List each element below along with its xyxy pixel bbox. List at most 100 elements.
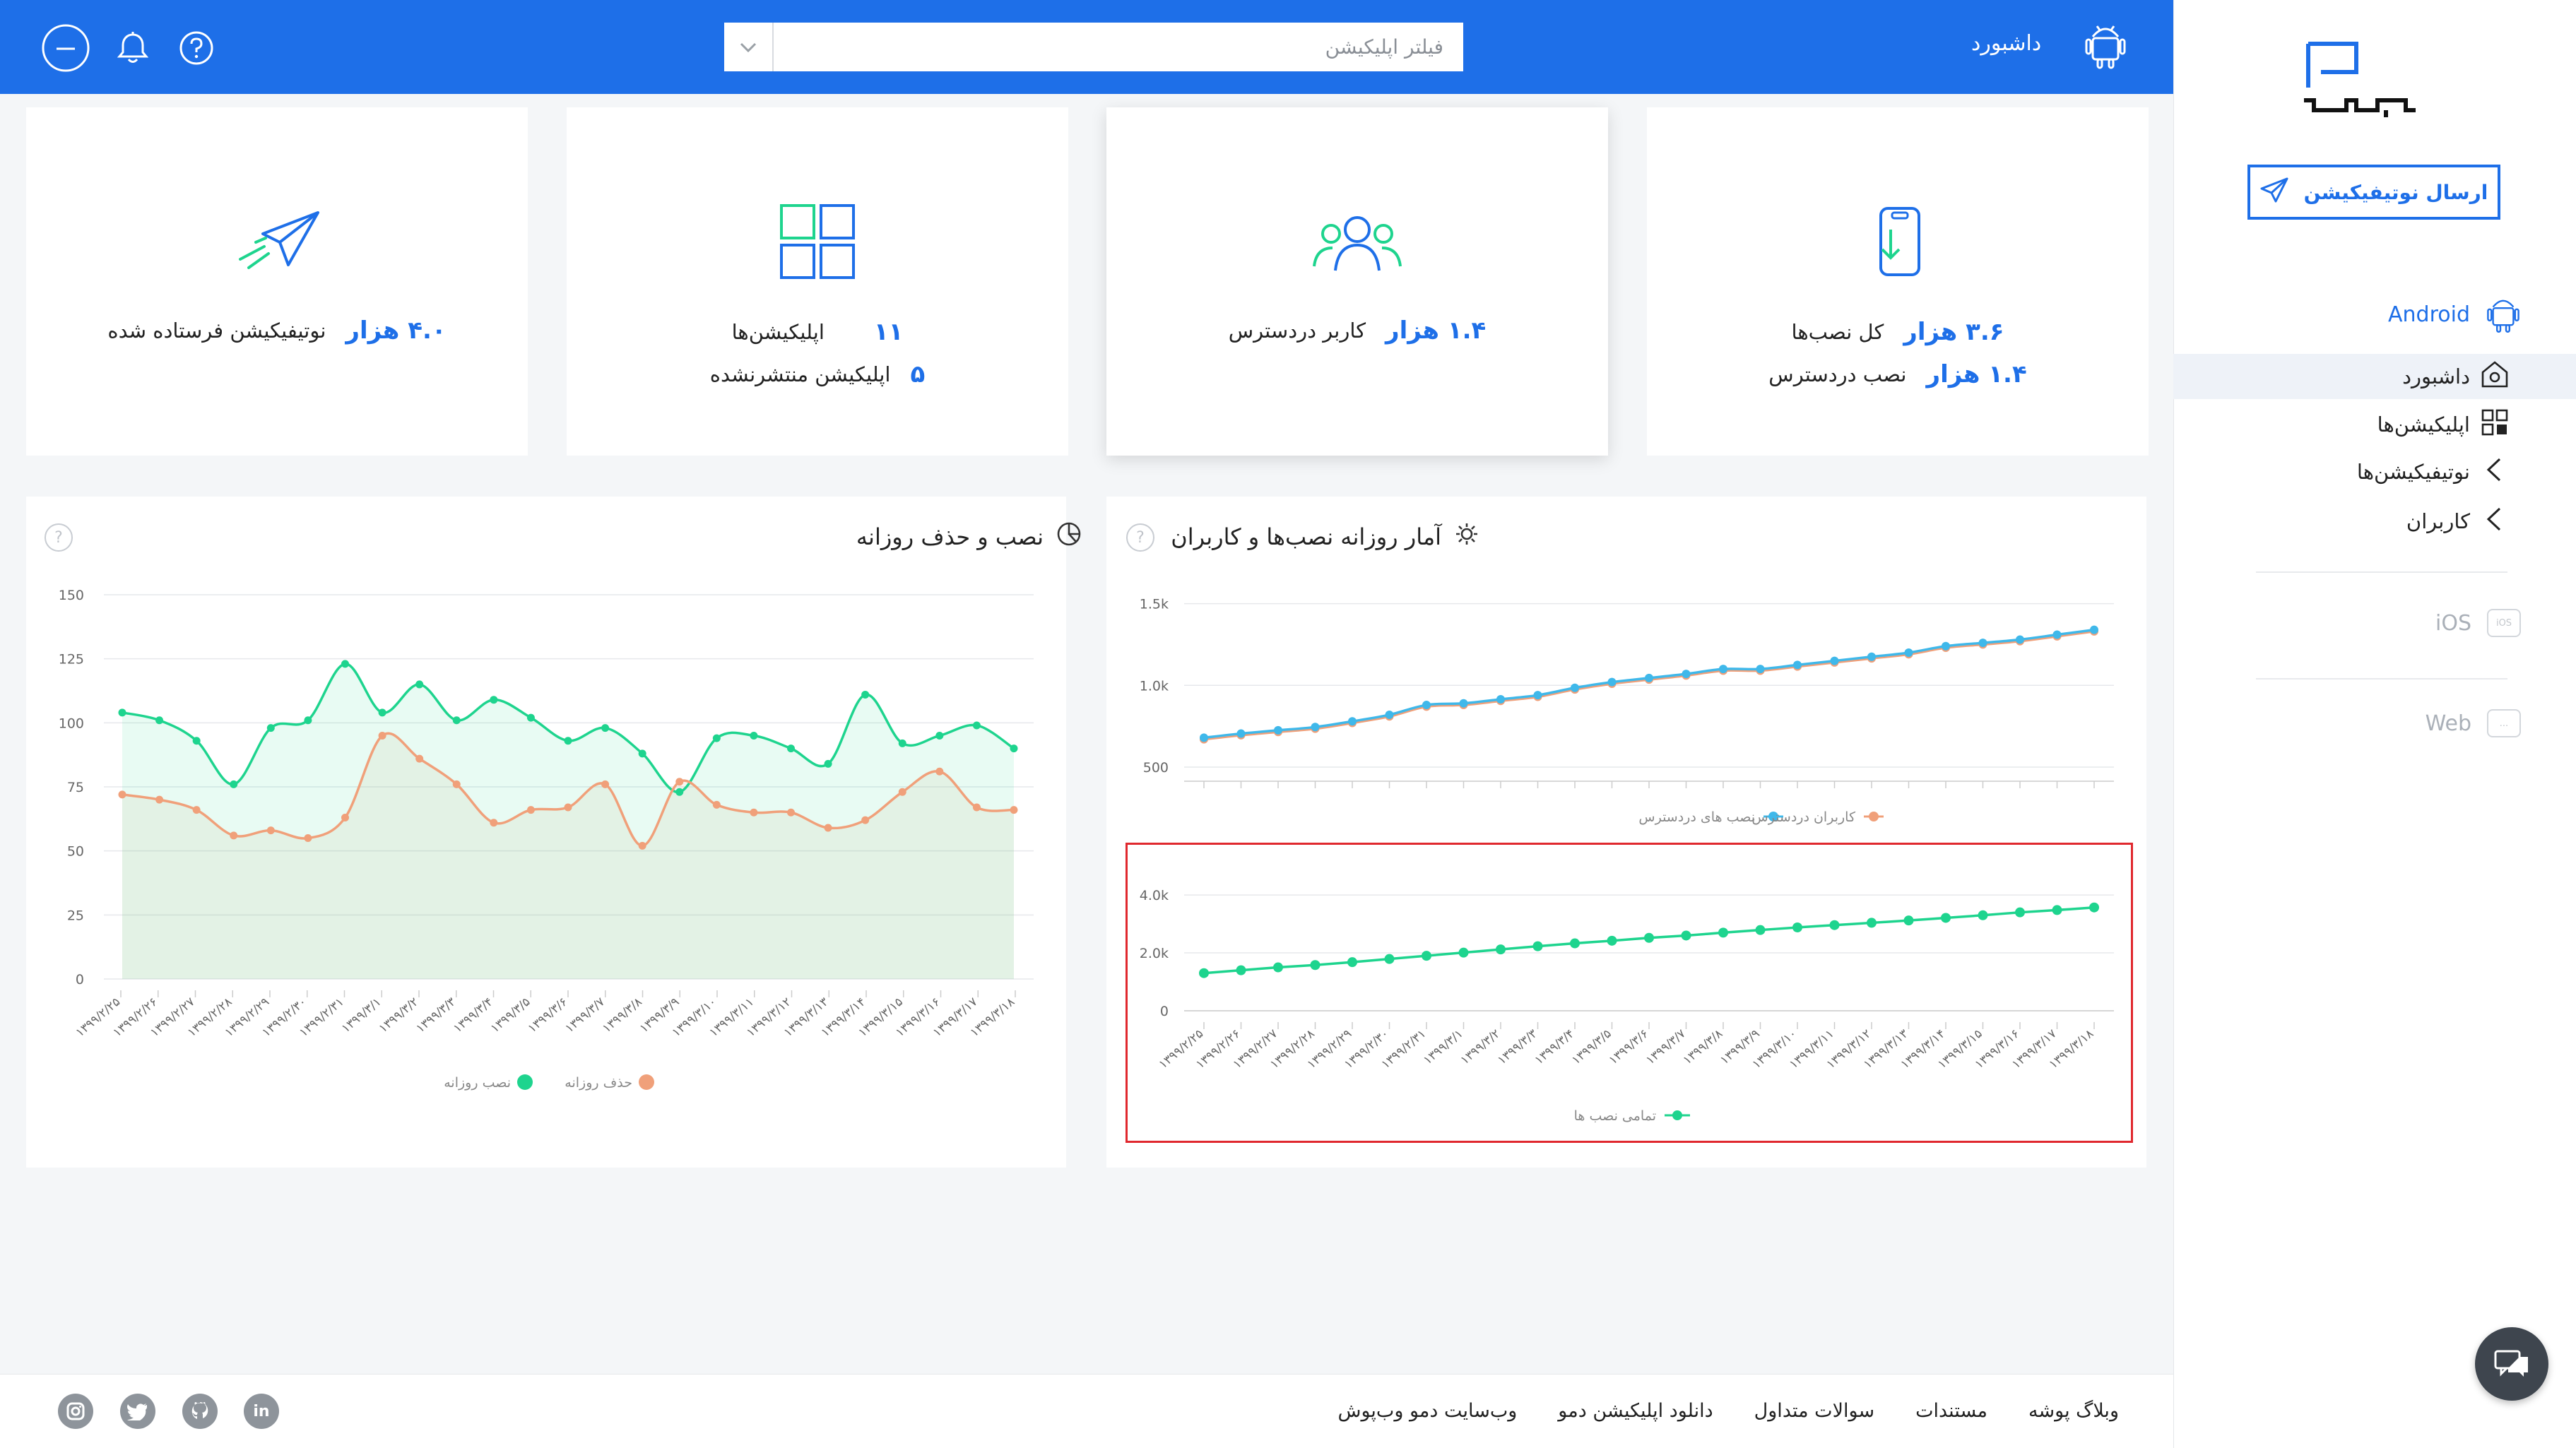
total-installs-label: کل نصب‌ها (1791, 320, 1884, 344)
footer-link-docs[interactable]: مستندات (1915, 1400, 1988, 1422)
data-point (1010, 806, 1018, 814)
apps-grid-icon (2480, 408, 2510, 442)
area-chart-x-tick-label: ۱۳۹۹/۳/۱ (339, 995, 384, 1036)
area-chart-y-tick-label: 0 (76, 972, 84, 987)
help-icon[interactable]: ? (1126, 523, 1154, 552)
data-point (1792, 922, 1802, 932)
github-icon[interactable] (182, 1394, 218, 1429)
top-header: داشبورد (0, 0, 2173, 94)
data-point (526, 806, 535, 814)
data-point (1010, 744, 1018, 753)
data-point (1978, 639, 1987, 648)
data-point (787, 744, 795, 753)
data-point (1348, 717, 1357, 726)
data-point (1719, 665, 1727, 674)
data-point (1496, 944, 1506, 955)
data-point (824, 759, 832, 768)
data-point (601, 780, 610, 788)
data-point (564, 803, 572, 812)
data-point (2052, 630, 2062, 639)
data-point (638, 749, 646, 758)
legend-marker (1672, 1110, 1682, 1120)
data-point (1607, 677, 1617, 687)
apps-grid-icon (772, 196, 863, 287)
data-point (675, 788, 684, 796)
data-point (230, 831, 238, 840)
sidebar: ارسال نوتیفیکیشن Android داشبورد اپلیکیش… (2173, 0, 2576, 1448)
sidebar-item-users[interactable]: کاربران (2173, 499, 2576, 544)
data-point (2016, 635, 2024, 644)
data-point (230, 780, 238, 788)
data-point (1607, 935, 1617, 946)
data-point (118, 790, 126, 799)
data-point (935, 767, 944, 776)
app-filter-search[interactable] (724, 23, 1463, 71)
footer-link-faq[interactable]: سوالات متداول (1754, 1400, 1875, 1422)
data-point (118, 708, 126, 717)
divider (2256, 571, 2507, 573)
sidebar-item-dashboard[interactable]: داشبورد (2173, 354, 2576, 399)
install-remove-chart: 0255075100125150۱۳۹۹/۲/۲۵۱۳۹۹/۲/۲۶۱۳۹۹/۲… (59, 588, 1034, 1091)
platform-ios[interactable]: iOS iOS (2435, 609, 2521, 637)
help-circle-icon[interactable] (177, 23, 216, 73)
lower-chart-y-tick-label: 0 (1160, 1004, 1169, 1019)
footer-link-blog[interactable]: وبلاگ پوشه (2028, 1400, 2119, 1422)
data-point (972, 803, 981, 812)
data-point (1422, 701, 1431, 710)
upper-chart-y-tick-label: 1.5k (1140, 597, 1169, 612)
legend-label: نصب های دردسترس (1638, 809, 1755, 825)
footer-link-demo-app[interactable]: دانلود اپلیکیشن دمو (1558, 1400, 1713, 1422)
legend-label: تمامی نصب ها (1574, 1108, 1656, 1124)
area-chart-x-tick-label: ۱۳۹۹/۳/۴ (451, 995, 496, 1036)
twitter-icon[interactable] (120, 1394, 155, 1429)
linkedin-icon[interactable]: in (244, 1394, 279, 1429)
settings-gear-icon (1454, 521, 1479, 552)
data-point (341, 660, 349, 668)
data-point (1385, 710, 1394, 719)
sidebar-item-applications[interactable]: اپلیکیشن‌ها (2173, 402, 2576, 447)
user-avatar-icon[interactable] (41, 23, 90, 73)
platform-android[interactable]: Android (2388, 297, 2521, 333)
android-icon (2486, 297, 2521, 333)
area-chart-y-tick-label: 25 (67, 908, 84, 923)
instagram-icon[interactable] (58, 1394, 93, 1429)
data-point (1458, 947, 1469, 958)
data-point (192, 806, 201, 814)
send-notification-button[interactable]: ارسال نوتیفیکیشن (2247, 165, 2500, 220)
pushe-logo[interactable] (2303, 37, 2444, 119)
apps-count-label: اپلیکیشن‌ها (731, 320, 825, 344)
data-point (2015, 907, 2025, 918)
footer-link-demo-site[interactable]: وب‌سایت دمو وب‌پوش (1337, 1400, 1518, 1422)
sent-notifications-value: ۴.۰ هزار (345, 316, 447, 345)
data-point (2052, 905, 2062, 915)
daily-stats-chart-card: ? 500 1.0k 1.5k نصب های دردسترس کاربران دردس… (1106, 497, 2146, 1168)
right-chart-title: آمار روزانه نصب‌ها و کاربران (1171, 521, 1479, 552)
data-point (750, 808, 758, 817)
data-point (266, 724, 275, 732)
data-point (1236, 729, 1246, 738)
data-point (415, 680, 424, 689)
chevron-left-icon (2480, 455, 2510, 489)
bell-icon[interactable] (113, 23, 153, 73)
apps-count-value: ۱۱ (873, 318, 904, 346)
data-point (266, 826, 275, 835)
chevron-down-icon[interactable] (724, 23, 774, 71)
data-point (898, 739, 906, 747)
platform-web[interactable]: ... Web (2426, 709, 2521, 737)
data-point (1645, 673, 1653, 682)
app-filter-input[interactable] (774, 23, 1463, 71)
data-point (601, 724, 610, 732)
sidebar-item-notifications[interactable]: نوتیفیکیشن‌ها (2173, 449, 2576, 494)
area-chart-y-tick-label: 125 (59, 652, 84, 667)
data-point (1274, 725, 1282, 735)
paper-plane-icon (2260, 177, 2288, 208)
data-point (1942, 641, 1950, 651)
footer-links: وبلاگ پوشه مستندات سوالات متداول دانلود … (1296, 1400, 2119, 1422)
area-chart-x-tick-label: ۱۳۹۹/۳/۷ (562, 995, 608, 1036)
data-point (1422, 951, 1431, 961)
chat-support-button[interactable] (2475, 1327, 2548, 1401)
help-icon[interactable]: ? (45, 523, 73, 552)
ios-icon: iOS (2487, 609, 2521, 637)
lower-chart-y-tick-label: 2.0k (1140, 946, 1169, 961)
